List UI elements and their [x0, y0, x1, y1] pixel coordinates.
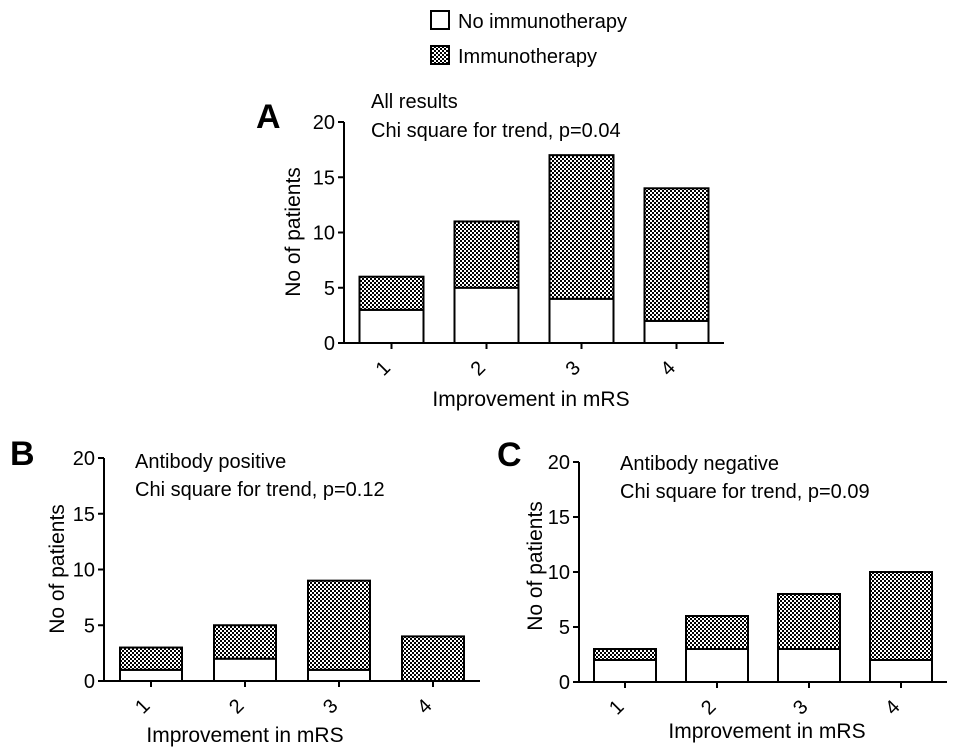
panel-b-bar-no-immunotherapy: [119, 668, 183, 682]
panel-a: A All results Chi square for trend, p=0.…: [256, 91, 724, 411]
legend-label-no-immunotherapy: No immunotherapy: [458, 11, 627, 33]
legend-swatch-no-immunotherapy: [430, 10, 450, 30]
panel-a-x-tick-label: 4: [657, 357, 680, 380]
panel-c-bar-no-immunotherapy: [777, 648, 841, 683]
panel-b-marks: 0 5 10 15 20 1 2 3 4: [73, 448, 480, 718]
panel-c-bar-immunotherapy: [869, 571, 933, 661]
panel-c-y-tick-label: 15: [548, 507, 570, 529]
legend-label-immunotherapy: Immunotherapy: [458, 46, 597, 68]
panel-a-y-tick-label: 10: [313, 223, 335, 245]
panel-a-x-axis-title: Improvement in mRS: [432, 388, 629, 411]
panel-b-bar-immunotherapy: [119, 646, 183, 671]
panel-a-y-tick-label: 5: [324, 278, 335, 300]
panel-b-annotation-line1: Antibody positive: [135, 451, 286, 473]
panel-c-y-tick-label: 10: [548, 562, 570, 584]
panel-a-marks: 0 5 10 15 20 1 2 3 4: [313, 112, 724, 380]
panel-c-y-tick-label: 20: [548, 452, 570, 474]
panel-a-bar-immunotherapy: [643, 187, 710, 322]
panel-c: C Antibody negative Chi square for trend…: [497, 436, 947, 743]
panel-letter-a: A: [256, 98, 281, 136]
panel-b-y-tick-label: 0: [84, 671, 95, 693]
panel-b-x-axis-title: Improvement in mRS: [146, 724, 343, 747]
panel-c-bar-immunotherapy: [685, 615, 749, 650]
legend-swatch-immunotherapy: [430, 45, 450, 65]
panel-b-y-tick-label: 5: [84, 615, 95, 637]
panel-c-bar-immunotherapy: [593, 648, 657, 661]
panel-a-y-tick-label: 20: [313, 112, 335, 134]
panel-letter-c: C: [497, 436, 522, 474]
panel-c-bar-no-immunotherapy: [869, 659, 933, 683]
panel-c-bar-immunotherapy: [777, 593, 841, 650]
panel-b-y-tick-label: 15: [73, 504, 95, 526]
panel-c-bar-no-immunotherapy: [593, 659, 657, 683]
panel-b-bar-immunotherapy: [307, 579, 371, 671]
panel-a-annotation-line2: Chi square for trend, p=0.04: [371, 120, 621, 142]
panel-a-bar-no-immunotherapy: [358, 308, 425, 345]
panel-b-bar-no-immunotherapy: [213, 657, 277, 683]
panel-b-y-tick-label: 20: [73, 448, 95, 470]
panel-c-annotation-line2: Chi square for trend, p=0.09: [620, 481, 870, 503]
panel-b-x-tick-label: 1: [131, 695, 154, 718]
panel-b: B Antibody positive Chi square for trend…: [10, 435, 480, 747]
panel-c-x-tick-label: 1: [605, 696, 628, 719]
panel-b-bar-no-immunotherapy: [307, 668, 371, 682]
panel-c-x-tick-label: 4: [881, 696, 904, 719]
panel-a-bar-immunotherapy: [358, 275, 425, 311]
panel-b-bar-immunotherapy: [401, 635, 465, 683]
panel-a-x-tick-label: 1: [372, 357, 395, 380]
panel-b-bar-immunotherapy: [213, 624, 277, 660]
panel-b-annotation-line2: Chi square for trend, p=0.12: [135, 479, 385, 501]
panel-letter-b: B: [10, 435, 35, 473]
panel-b-x-tick-label: 2: [225, 695, 248, 718]
panel-b-y-tick-label: 10: [73, 560, 95, 582]
panel-a-annotation-line1: All results: [371, 91, 458, 113]
panel-a-y-tick-label: 15: [313, 167, 335, 189]
panel-b-x-tick-label: 4: [413, 695, 436, 718]
panel-a-y-tick-label: 0: [324, 333, 335, 355]
panel-b-y-axis-title: No of patients: [46, 504, 69, 634]
panel-a-bar-immunotherapy: [453, 220, 520, 289]
panel-b-x-tick-label: 3: [319, 695, 342, 718]
panel-a-y-axis-title: No of patients: [282, 167, 305, 297]
panel-a-x-tick-label: 2: [467, 357, 490, 380]
panel-a-x-tick-label: 3: [562, 357, 585, 380]
panel-a-bar-immunotherapy: [548, 154, 615, 300]
panel-c-y-tick-label: 5: [559, 617, 570, 639]
legend: No immunotherapy Immunotherapy: [430, 10, 627, 68]
panel-c-bar-no-immunotherapy: [685, 648, 749, 683]
panel-a-bar-no-immunotherapy: [453, 286, 520, 344]
panel-c-x-tick-label: 3: [789, 696, 812, 719]
panel-c-annotation-line1: Antibody negative: [620, 453, 779, 475]
panel-a-bar-no-immunotherapy: [548, 297, 615, 344]
panel-c-y-tick-label: 0: [559, 672, 570, 694]
panel-a-bar-no-immunotherapy: [643, 319, 710, 344]
panel-c-x-tick-label: 2: [697, 696, 720, 719]
panel-c-marks: 0 5 10 15 20 1 2 3 4: [548, 452, 947, 719]
panel-c-x-axis-title: Improvement in mRS: [668, 720, 865, 743]
panel-c-y-axis-title: No of patients: [524, 501, 547, 631]
